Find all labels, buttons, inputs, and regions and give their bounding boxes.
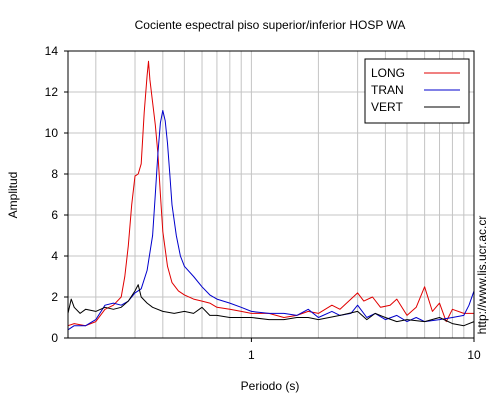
legend-label-long: LONG [371,66,405,80]
y-axis-label: Amplitud [6,172,20,219]
chart-title: Cociente espectral piso superior/inferio… [135,18,406,32]
series-line-tran [67,110,475,331]
y-tick-label: 12 [45,85,59,99]
y-axis-ticks: 0 2 4 6 8 10 12 14 [45,44,68,345]
series-group [67,60,475,331]
y-tick-label: 8 [51,167,58,181]
legend-label-tran: TRAN [371,83,404,97]
y-tick-label: 6 [51,208,58,222]
legend: LONG TRAN VERT [364,58,470,124]
legend-box [364,58,470,124]
y-tick-label: 2 [51,290,58,304]
y-tick-label: 0 [51,331,58,345]
side-note-url: http://www.lis.ucr.ac.cr [475,216,489,335]
y-tick-label: 10 [45,126,59,140]
y-tick-label: 4 [51,249,58,263]
legend-label-vert: VERT [371,100,403,114]
y-tick-label: 14 [45,44,59,58]
series-line-vert [67,284,475,327]
x-tick-label: 10 [467,348,481,362]
x-tick-label: 1 [248,348,255,362]
x-axis-ticks: 1 10 [248,338,481,362]
x-axis-label: Periodo (s) [241,379,300,393]
series-line-long [67,60,474,327]
plot-frame [67,50,475,339]
